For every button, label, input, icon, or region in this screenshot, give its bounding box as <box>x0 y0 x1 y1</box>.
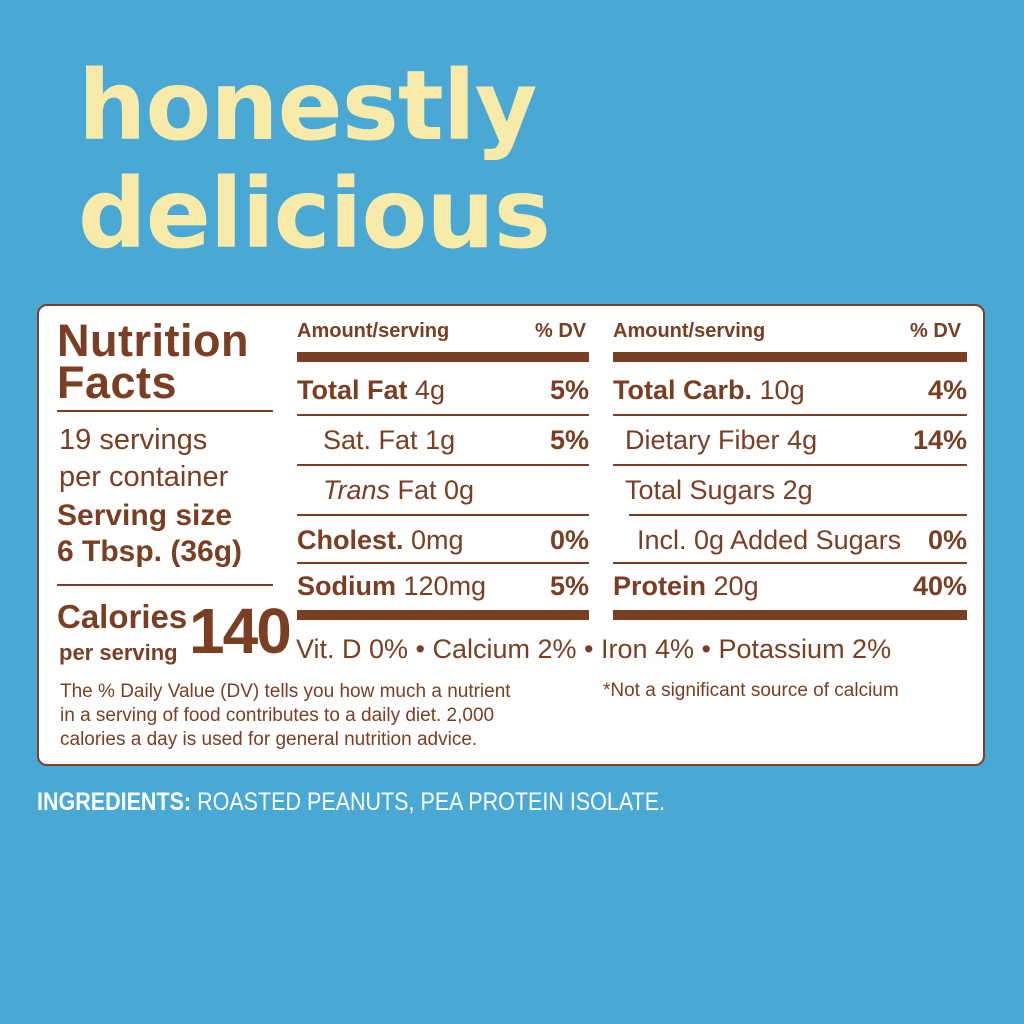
divider <box>57 584 273 586</box>
nutrient-amount: Fat 0g <box>397 475 475 505</box>
nutrient-amount: 10g <box>759 375 805 405</box>
title-line-2: Facts <box>57 357 178 408</box>
servings-line-2: per container <box>59 461 229 493</box>
serving-size: Serving size 6 Tbsp. (36g) <box>57 498 242 570</box>
left-amount-header: Amount/serving <box>297 320 450 342</box>
dv-note-line-1: The % Daily Value (DV) tells you how muc… <box>60 681 511 702</box>
nutrient-name: Total Fat <box>297 375 408 405</box>
headline: honestly delicious <box>78 50 551 270</box>
nutrient-row-sodium: Sodium 120mg 5% <box>297 562 589 610</box>
nutrient-name: Dietary Fiber <box>625 425 780 455</box>
divider <box>297 514 589 516</box>
nutrient-row-added-sugars: Incl. 0g Added Sugars 0% <box>613 516 967 564</box>
right-amount-header: Amount/serving <box>613 320 766 342</box>
serving-size-line-1: Serving size <box>57 499 233 532</box>
nutrient-amount: 20g <box>713 571 759 601</box>
nutrient-name: Sodium <box>297 571 396 601</box>
nutrient-row-trans-fat: Trans Fat 0g <box>297 466 589 514</box>
serving-size-line-2: 6 Tbsp. (36g) <box>57 535 243 568</box>
left-bottom-bar <box>297 610 589 620</box>
nutrition-facts-panel: Nutrition Facts 19 servings per containe… <box>37 304 985 766</box>
divider <box>297 464 589 466</box>
dv-note-line-2: in a serving of food contributes to a da… <box>60 705 495 726</box>
nutrition-facts-title: Nutrition Facts <box>57 315 249 408</box>
left-header-bar <box>297 352 589 362</box>
nutrient-dv: 0% <box>549 525 589 555</box>
dv-note-line-3: calories a day is used for general nutri… <box>60 729 478 750</box>
nutrient-name: Cholest. <box>297 525 404 555</box>
nutrient-amount: 1g <box>425 425 456 455</box>
nutrient-row-sat-fat: Sat. Fat 1g 5% <box>297 416 589 464</box>
servings-per-container: 19 servings per container <box>59 422 228 496</box>
nutrient-amount: 4g <box>787 425 818 455</box>
divider <box>613 464 967 466</box>
vitamins-minerals: Vit. D 0% • Calcium 2% • Iron 4% • Potas… <box>296 634 892 664</box>
nutrient-row-cholesterol: Cholest. 0mg 0% <box>297 516 589 564</box>
nutrient-dv: 4% <box>927 375 967 405</box>
ingredients-list: ROASTED PEANUTS, PEA PROTEIN ISOLATE. <box>191 788 666 816</box>
nutrient-dv: 40% <box>912 571 967 601</box>
footnote: *Not a significant source of calcium <box>603 680 899 701</box>
nutrient-dv: 5% <box>549 425 589 455</box>
nutrient-name: Protein <box>613 571 707 601</box>
nutrient-row-total-carb: Total Carb. 10g 4% <box>613 366 967 414</box>
nutrient-dv: 14% <box>912 425 967 455</box>
divider <box>629 514 967 516</box>
divider <box>297 414 589 416</box>
nutrient-row-total-fat: Total Fat 4g 5% <box>297 366 589 414</box>
headline-line-1: honestly <box>78 50 537 162</box>
ingredients-label: INGREDIENTS: <box>37 788 192 816</box>
nutrient-dv: 5% <box>549 571 589 601</box>
right-bottom-bar <box>613 610 967 620</box>
nutrient-dv: 5% <box>549 375 589 405</box>
nutrient-name: Trans <box>323 475 391 505</box>
nutrient-row-dietary-fiber: Dietary Fiber 4g 14% <box>613 416 967 464</box>
divider <box>613 414 967 416</box>
nutrient-dv: 0% <box>927 525 967 555</box>
nutrient-name: Incl. 0g Added Sugars <box>637 525 902 555</box>
ingredients: INGREDIENTS: ROASTED PEANUTS, PEA PROTEI… <box>37 788 665 817</box>
calories-per-serving: per serving <box>59 640 178 665</box>
daily-value-note: The % Daily Value (DV) tells you how muc… <box>60 680 560 752</box>
nutrient-amount: 2g <box>782 475 813 505</box>
calories-label: Calories <box>57 598 188 635</box>
nutrient-name: Sat. Fat <box>323 425 418 455</box>
right-dv-header: % DV <box>910 320 962 342</box>
divider <box>297 562 589 564</box>
divider <box>57 410 273 412</box>
nutrient-name: Total Carb. <box>613 375 753 405</box>
left-dv-header: % DV <box>535 320 587 342</box>
nutrient-amount: 0mg <box>411 525 464 555</box>
nutrient-amount: 120mg <box>403 571 487 601</box>
nutrient-row-protein: Protein 20g 40% <box>613 562 967 610</box>
divider <box>613 562 967 564</box>
nutrient-name: Total Sugars <box>625 475 776 505</box>
nutrient-row-total-sugars: Total Sugars 2g <box>613 466 967 514</box>
right-header-bar <box>613 352 967 362</box>
headline-line-2: delicious <box>78 158 551 270</box>
title-line-1: Nutrition <box>57 315 249 366</box>
nutrient-amount: 4g <box>415 375 446 405</box>
calories-value: 140 <box>189 595 292 667</box>
servings-line-1: 19 servings <box>59 424 208 456</box>
